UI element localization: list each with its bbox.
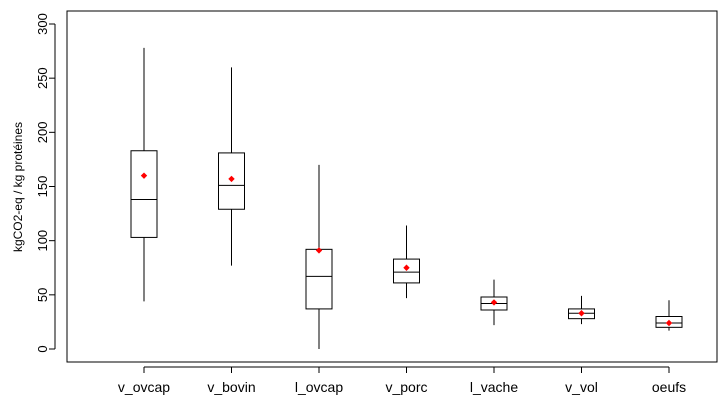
box-oeufs bbox=[655, 300, 683, 331]
plot-frame bbox=[66, 10, 718, 363]
y-tick-label: 150 bbox=[35, 176, 50, 198]
box-v_bovin bbox=[218, 67, 245, 266]
y-axis: 0 50 100 150 200 250 300 bbox=[35, 13, 56, 353]
x-tick-label-v_bovin: v_bovin bbox=[207, 379, 255, 395]
mean-marker bbox=[140, 172, 148, 179]
box-series bbox=[130, 47, 683, 349]
iqr-box bbox=[130, 150, 158, 238]
y-tick-label: 0 bbox=[35, 345, 50, 352]
iqr-box bbox=[305, 248, 333, 310]
iqr-box bbox=[393, 258, 420, 284]
box-l_ovcap bbox=[305, 164, 333, 349]
x-axis: v_ovcap v_bovin l_ovcap v_porc l_vache v_vol o… bbox=[118, 366, 686, 395]
y-tick-label: 300 bbox=[35, 13, 50, 35]
mean-marker bbox=[403, 264, 410, 271]
mean-marker bbox=[665, 319, 673, 327]
box-v_vol bbox=[568, 295, 595, 325]
y-tick-label: 100 bbox=[35, 230, 50, 252]
x-tick-label-v_porc: v_porc bbox=[385, 379, 427, 395]
y-axis-title: kgCO2-eq / kg protéines bbox=[11, 122, 25, 252]
y-tick-label: 50 bbox=[35, 288, 50, 302]
box-v_porc bbox=[393, 225, 420, 299]
mean-marker bbox=[228, 175, 235, 183]
y-tick-label: 250 bbox=[35, 67, 50, 89]
mean-marker bbox=[578, 310, 585, 317]
x-tick-label-l_ovcap: l_ovcap bbox=[295, 379, 343, 395]
x-tick-label-v_ovcap: v_ovcap bbox=[118, 379, 170, 395]
box-l_vache bbox=[480, 279, 508, 326]
mean-marker bbox=[315, 247, 323, 254]
y-tick-label: 200 bbox=[35, 121, 50, 143]
x-tick-label-v_vol: v_vol bbox=[565, 379, 598, 395]
x-tick-label-oeufs: oeufs bbox=[652, 379, 686, 395]
box-v_ovcap bbox=[130, 47, 158, 302]
mean-marker bbox=[490, 299, 498, 306]
x-tick-label-l_vache: l_vache bbox=[470, 379, 518, 395]
